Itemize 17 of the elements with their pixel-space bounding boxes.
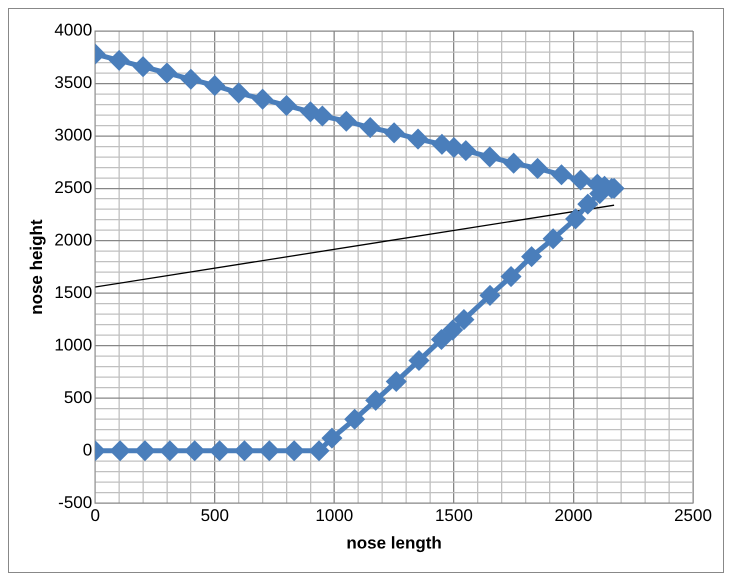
y-tick-label: 3000 [54, 126, 92, 145]
y-tick-label: 1500 [54, 283, 92, 302]
y-tick-label: 2500 [54, 178, 92, 198]
y-tick-label: 4000 [54, 20, 92, 40]
y-tick-label: -500 [58, 492, 92, 512]
x-tick-label: 1000 [315, 506, 354, 526]
x-tick-label: 1500 [434, 506, 473, 526]
x-tick-label: 2500 [674, 506, 712, 526]
x-axis-title: nose length [346, 533, 442, 552]
y-axis-title: nose height [26, 219, 46, 315]
y-tick-label: 2000 [54, 230, 92, 250]
x-tick-label: 2000 [554, 506, 592, 526]
y-tick-label: 0 [82, 440, 92, 460]
x-tick-label: 500 [200, 506, 229, 526]
y-tick-label: 3500 [54, 73, 92, 92]
y-tick-label: 1000 [54, 335, 92, 354]
y-tick-label: 500 [64, 388, 92, 407]
